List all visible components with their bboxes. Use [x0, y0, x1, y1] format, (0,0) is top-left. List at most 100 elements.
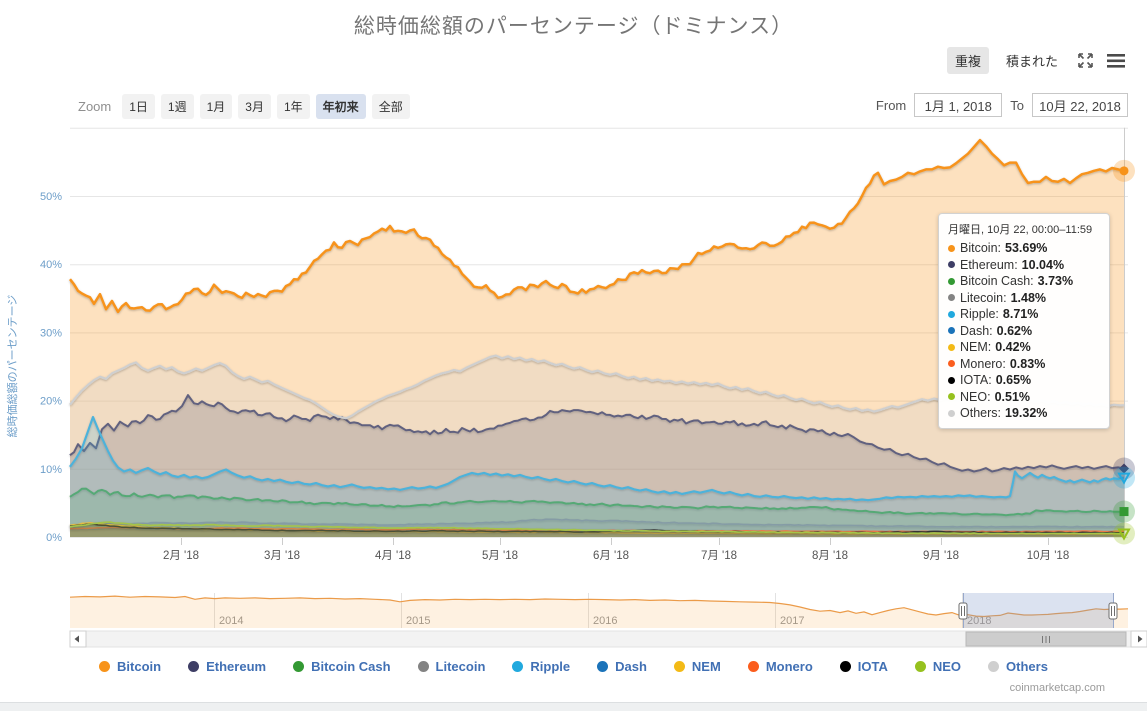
y-axis-tick-label: 40% — [40, 259, 62, 271]
legend-item-litecoin[interactable]: Litecoin — [417, 659, 486, 674]
tooltip-series-dot — [948, 294, 955, 302]
legend-item-iota[interactable]: IOTA — [839, 659, 888, 674]
navigator-year-label: 2015 — [406, 615, 430, 627]
chart-tooltip: 月曜日, 10月 22, 00:00–11:59 Bitcoin: 53.69% E… — [938, 213, 1110, 429]
tooltip-row: Bitcoin Cash: 3.73% — [948, 273, 1100, 290]
legend-item-bitcoin-cash[interactable]: Bitcoin Cash — [293, 659, 391, 674]
zoom-button-2[interactable]: 1月 — [199, 94, 233, 119]
x-axis-tick-label: 10月 '18 — [1027, 550, 1069, 562]
tooltip-series-name: Monero: — [960, 356, 1006, 371]
y-axis-tick-label: 30% — [40, 327, 62, 339]
tooltip-series-value: 0.83% — [1009, 356, 1046, 371]
mode-toggle: 重複 積まれた — [946, 47, 1127, 74]
tooltip-series-dot — [948, 310, 955, 318]
gridlines: 0% 10% 20% 30% 40% 50% — [40, 127, 1128, 544]
legend-item-bitcoin[interactable]: Bitcoin — [99, 659, 161, 674]
zoom-button-3[interactable]: 3月 — [238, 94, 271, 119]
tooltip-series-dot — [948, 409, 955, 417]
scrollbar[interactable] — [69, 630, 1147, 648]
mode-stacked-button[interactable]: 積まれた — [998, 47, 1066, 74]
legend-item-ripple[interactable]: Ripple — [512, 659, 570, 674]
zoom-button-6[interactable]: 全部 — [371, 94, 410, 119]
legend-dot — [914, 661, 926, 672]
legend-dot — [673, 661, 685, 672]
legend-item-ethereum[interactable]: Ethereum — [188, 659, 266, 674]
to-date-input[interactable] — [1032, 93, 1128, 117]
y-axis-tick-label: 0% — [46, 532, 62, 544]
from-label: From — [875, 97, 907, 113]
zoom-button-4[interactable]: 1年 — [276, 94, 310, 119]
x-axis-tick-label: 9月 '18 — [923, 550, 959, 562]
tooltip-series-name: Litecoin: — [960, 290, 1007, 305]
y-axis-tick-label: 10% — [40, 464, 62, 476]
tooltip-row: Bitcoin: 53.69% — [948, 240, 1100, 257]
tooltip-series-name: Dash: — [960, 323, 993, 338]
tooltip-row: NEM: 0.42% — [948, 339, 1100, 356]
x-axis-tick-label: 6月 '18 — [593, 550, 629, 562]
legend-label: Monero — [765, 659, 813, 674]
tooltip-series-name: Bitcoin: — [960, 241, 1001, 256]
zoom-button-1[interactable]: 1週 — [160, 94, 194, 119]
date-range: From To — [876, 93, 1128, 117]
fullscreen-icon[interactable] — [1075, 50, 1096, 71]
zoom-button-5[interactable]: 年初来 — [315, 94, 366, 119]
legend-dot — [99, 661, 111, 672]
legend-dot — [512, 661, 524, 672]
navigator-series-line — [69, 595, 1129, 618]
legend-label: Bitcoin — [117, 659, 162, 674]
from-date-input[interactable] — [914, 93, 1003, 117]
mode-overlap-button[interactable]: 重複 — [946, 47, 989, 74]
tooltip-series-value: 3.73% — [1037, 274, 1074, 289]
tooltip-series-value: 10.04% — [1021, 257, 1065, 272]
line-bitcoin — [69, 138, 1125, 314]
legend-dot — [597, 661, 609, 672]
x-axis-tick-label: 7月 '18 — [701, 550, 737, 562]
legend-item-others[interactable]: Others — [988, 659, 1048, 674]
legend-label: NEO — [932, 659, 962, 674]
legend-item-dash[interactable]: Dash — [597, 659, 647, 674]
tooltip-row: Litecoin: 1.48% — [948, 290, 1100, 307]
tooltip-series-value: 19.32% — [1005, 406, 1048, 421]
line-litecoin — [69, 518, 1125, 528]
tooltip-series-value: 8.71% — [1002, 307, 1039, 322]
area-iota — [70, 524, 1124, 537]
tooltip-series-dot — [948, 343, 955, 351]
y-axis-tick-label: 20% — [40, 396, 62, 408]
tooltip-row: Ripple: 8.71% — [948, 306, 1100, 323]
tooltip-series-dot — [948, 327, 955, 335]
x-axis-tick-label: 2月 '18 — [163, 550, 199, 562]
legend-dot — [417, 661, 429, 672]
tooltip-series-value: 1.48% — [1010, 290, 1047, 305]
zoom-button-0[interactable]: 1日 — [122, 94, 155, 119]
area-ripple — [70, 417, 1124, 537]
line-ripple — [69, 415, 1125, 502]
navigator-year-label: 2014 — [219, 615, 243, 627]
area-nem — [70, 522, 1124, 537]
tooltip-series-name: NEO: — [960, 389, 991, 404]
bottom-strip — [0, 702, 1147, 711]
navigator-handle-right[interactable] — [1108, 602, 1118, 620]
legend-item-nem[interactable]: NEM — [673, 659, 721, 674]
legend-label: NEM — [691, 659, 721, 674]
x-axis-tick-label: 5月 '18 — [482, 550, 518, 562]
tooltip-row: Ethereum: 10.04% — [948, 257, 1100, 274]
x-axis-tick-label: 3月 '18 — [264, 550, 300, 562]
legend-dot — [988, 661, 1000, 672]
watermark: coinmarketcap.com — [1009, 682, 1105, 694]
line-iota — [69, 523, 1125, 534]
legend-item-neo[interactable]: NEO — [914, 659, 962, 674]
area-others — [70, 355, 1124, 537]
x-axis-tick-label: 4月 '18 — [375, 550, 411, 562]
navigator-year-label: 2018 — [967, 615, 991, 627]
navigator-selection[interactable] — [963, 593, 1113, 628]
menu-icon[interactable] — [1105, 52, 1127, 70]
navigator[interactable]: 2014 2015 2016 2017 2018 — [69, 593, 1129, 628]
navigator-handle-left[interactable] — [958, 602, 968, 620]
legend-label: Litecoin — [435, 659, 486, 674]
legend-label: Dash — [615, 659, 647, 674]
tooltip-series-value: 0.42% — [995, 340, 1031, 355]
navigator-year-label: 2016 — [593, 615, 617, 627]
tooltip-row: Dash: 0.62% — [948, 323, 1100, 340]
legend-item-monero[interactable]: Monero — [747, 659, 813, 674]
